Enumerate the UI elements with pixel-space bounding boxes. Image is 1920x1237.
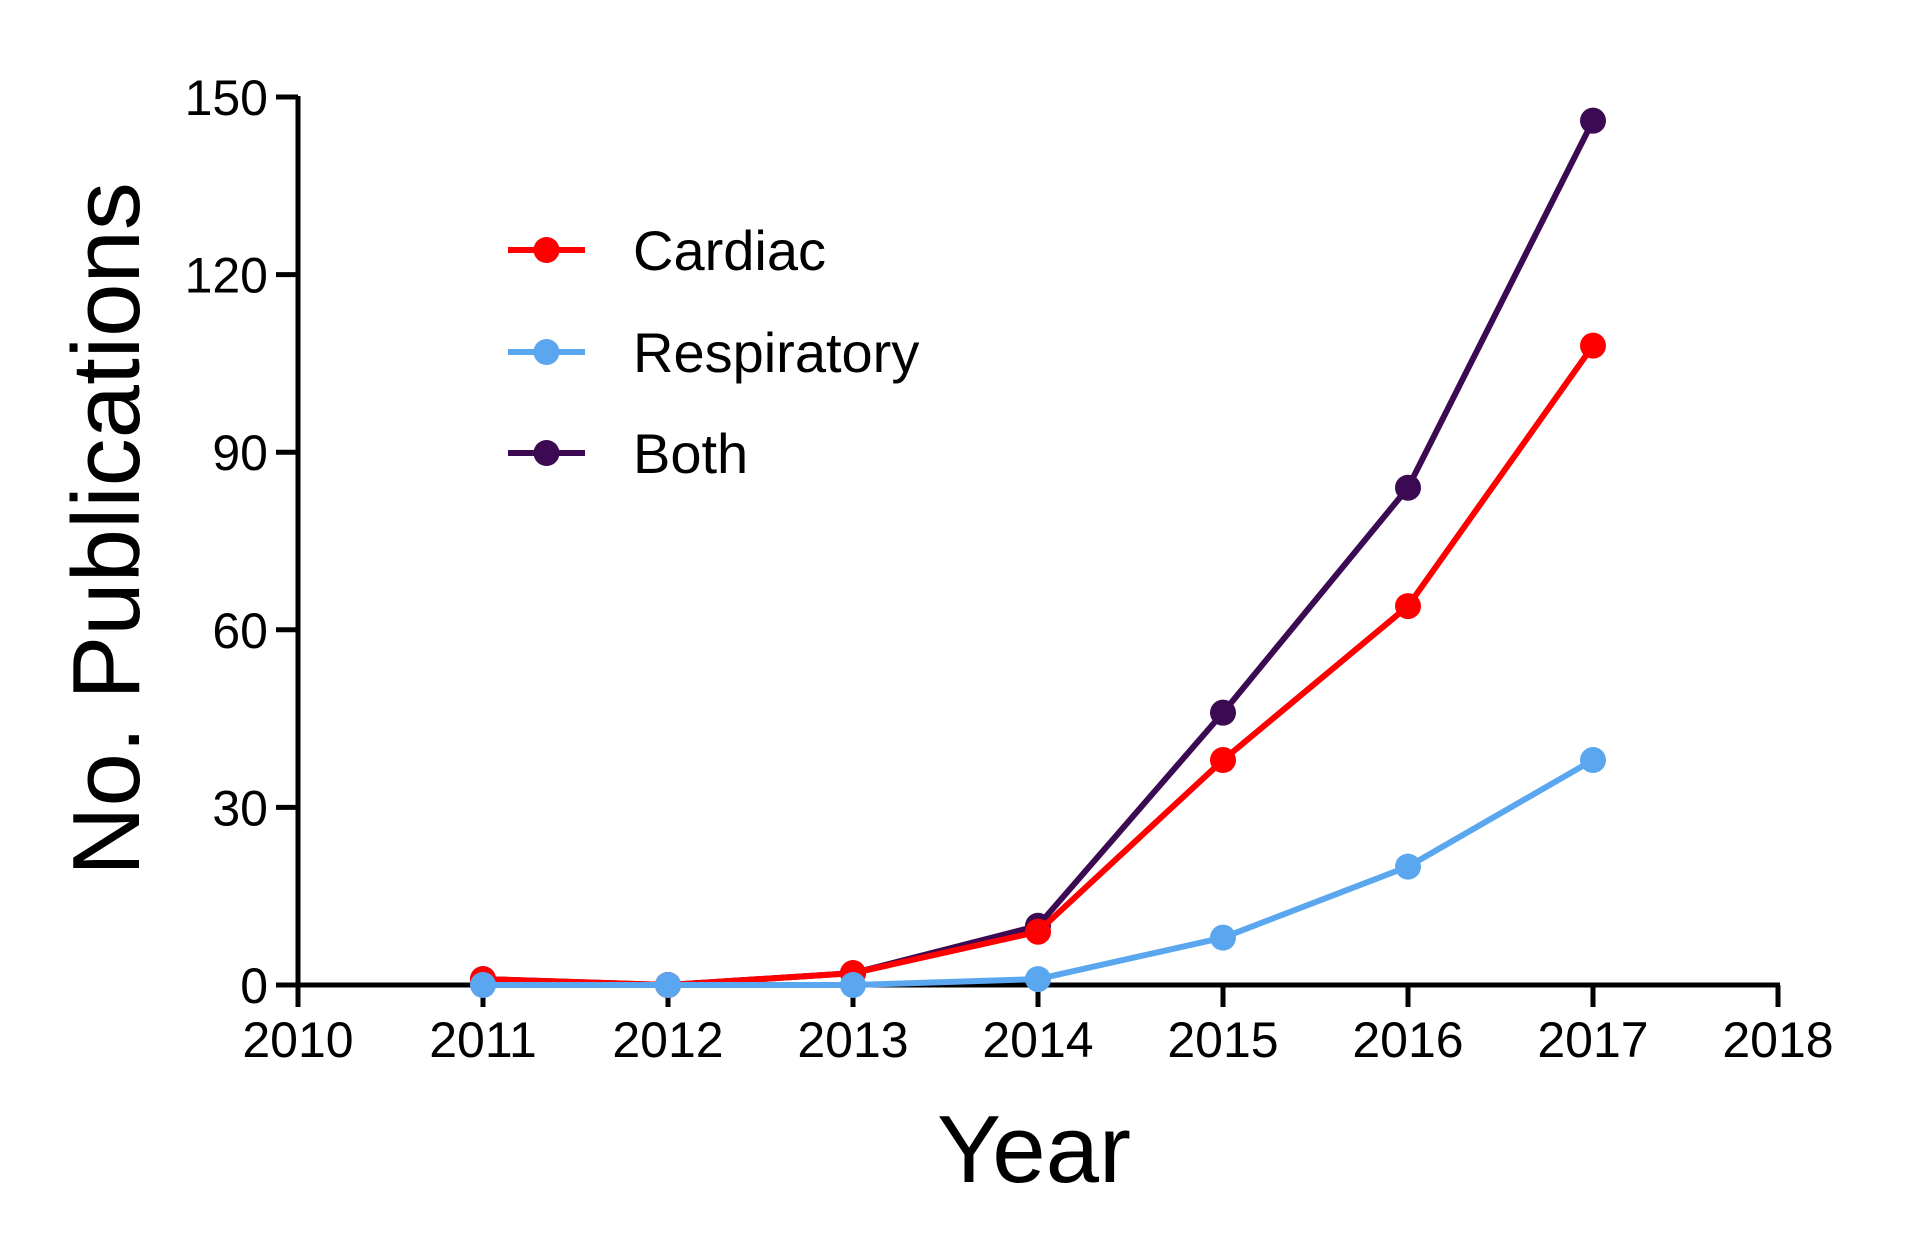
x-tick-label: 2015 — [1167, 1012, 1278, 1068]
legend-label: Both — [633, 422, 748, 485]
y-tick-label: 150 — [185, 70, 268, 126]
x-tick-label: 2012 — [612, 1012, 723, 1068]
legend: Cardiac Respiratory Both — [508, 219, 919, 485]
data-point — [1210, 699, 1236, 726]
y-tick-label: 60 — [212, 603, 268, 659]
y-axis-title: No. Publications — [53, 182, 160, 876]
x-tick-label: 2017 — [1537, 1012, 1648, 1068]
legend-label: Respiratory — [633, 321, 919, 384]
x-tick-label: 2014 — [982, 1012, 1093, 1068]
y-tick-label: 0 — [240, 958, 268, 1014]
data-point — [1580, 332, 1606, 359]
data-point — [1580, 107, 1606, 134]
data-point — [1210, 747, 1236, 774]
data-point — [1395, 474, 1421, 501]
data-point — [470, 972, 496, 998]
series-line — [483, 757, 1595, 988]
x-axis-title: Year — [937, 1096, 1131, 1203]
series-respiratory — [470, 747, 1606, 998]
legend-item-both: Both — [508, 422, 748, 485]
legend-swatch-marker — [533, 339, 560, 365]
legend-item-respiratory: Respiratory — [508, 321, 919, 384]
series-group — [470, 107, 1606, 998]
data-point — [655, 972, 681, 998]
data-point — [1210, 924, 1236, 951]
legend-swatch-marker — [533, 237, 560, 263]
y-tick-label: 120 — [185, 248, 268, 304]
data-point — [1395, 853, 1421, 880]
legend-item-cardiac: Cardiac — [508, 219, 826, 282]
x-tick-label: 2013 — [797, 1012, 908, 1068]
x-tick-label: 2016 — [1352, 1012, 1463, 1068]
x-tick-label: 2010 — [242, 1012, 353, 1068]
data-point — [1580, 747, 1606, 774]
axes: 2010 2011 2012 2013 2014 2015 2016 2017 2018 0 30 6… — [185, 70, 1834, 1068]
data-point — [1025, 918, 1051, 945]
data-point — [1025, 966, 1051, 993]
x-tick-label: 2011 — [429, 1012, 537, 1068]
y-tick-label: 30 — [212, 780, 268, 836]
data-point — [840, 972, 866, 998]
data-point — [1395, 593, 1421, 620]
legend-swatch-marker — [533, 440, 560, 466]
y-tick-label: 90 — [212, 425, 268, 481]
legend-label: Cardiac — [633, 219, 826, 282]
x-tick-label: 2018 — [1722, 1012, 1833, 1068]
